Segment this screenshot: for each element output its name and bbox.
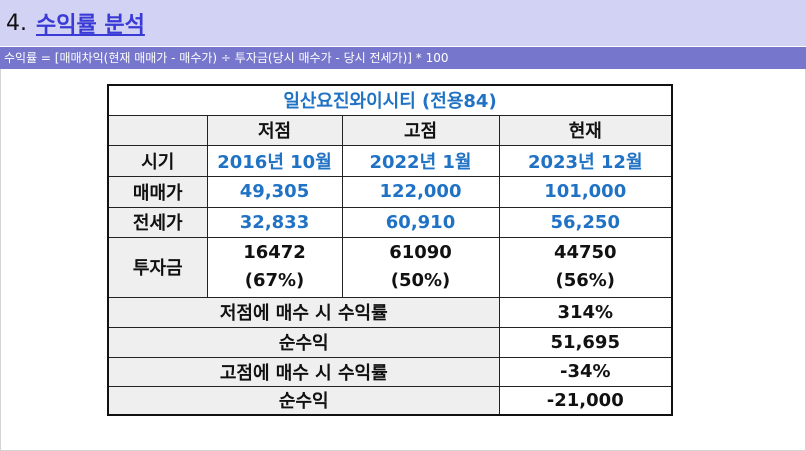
table-row-investment: 투자금 16472 (67%) 61090 (50%) 44750 (56%) xyxy=(108,237,672,297)
investment-ratio: (67%) xyxy=(208,267,342,295)
formula-bar: 수익률 = [매매차익(현재 매매가 - 매수가) ÷ 투자금(당시 매수가 -… xyxy=(0,47,806,69)
header-corner-cell xyxy=(108,115,207,145)
cell-low-lease-price: 32,833 xyxy=(207,207,342,237)
summary-value: 314% xyxy=(499,297,672,327)
table-title: 일산요진와이시티 (전용84) xyxy=(108,85,672,115)
investment-amount: 61090 xyxy=(343,239,499,267)
cell-high-lease-price: 60,910 xyxy=(342,207,499,237)
cell-current-sale-price: 101,000 xyxy=(499,176,672,207)
table-header-row: 저점 고점 현재 xyxy=(108,115,672,145)
table-title-row: 일산요진와이시티 (전용84) xyxy=(108,85,672,115)
summary-row-high-profit: 순수익 -21,000 xyxy=(108,386,672,415)
cell-high-period: 2022년 1월 xyxy=(342,145,499,176)
header-high: 고점 xyxy=(342,115,499,145)
summary-row-high-return: 고점에 매수 시 수익률 -34% xyxy=(108,357,672,386)
cell-high-sale-price: 122,000 xyxy=(342,176,499,207)
cell-current-lease-price: 56,250 xyxy=(499,207,672,237)
table-row-lease-price: 전세가 32,833 60,910 56,250 xyxy=(108,207,672,237)
summary-row-low-profit: 순수익 51,695 xyxy=(108,327,672,357)
investment-amount: 44750 xyxy=(500,239,672,267)
summary-label: 순수익 xyxy=(108,327,499,357)
section-header: 4. 수익률 분석 xyxy=(0,0,806,46)
row-label-investment: 투자금 xyxy=(108,237,207,297)
summary-label: 저점에 매수 시 수익률 xyxy=(108,297,499,327)
content-area: 일산요진와이시티 (전용84) 저점 고점 현재 시기 2016년 10월 20… xyxy=(0,69,806,451)
section-title-link[interactable]: 수익률 분석 xyxy=(36,7,145,39)
summary-label: 순수익 xyxy=(108,386,499,415)
row-label-sale-price: 매매가 xyxy=(108,176,207,207)
investment-amount: 16472 xyxy=(208,239,342,267)
formula-text: 수익률 = [매매차익(현재 매매가 - 매수가) ÷ 투자금(당시 매수가 -… xyxy=(4,51,448,65)
investment-ratio: (50%) xyxy=(343,267,499,295)
cell-low-period: 2016년 10월 xyxy=(207,145,342,176)
section-number: 4. xyxy=(6,11,27,36)
row-label-period: 시기 xyxy=(108,145,207,176)
summary-value: 51,695 xyxy=(499,327,672,357)
returns-table: 일산요진와이시티 (전용84) 저점 고점 현재 시기 2016년 10월 20… xyxy=(107,84,673,416)
cell-low-sale-price: 49,305 xyxy=(207,176,342,207)
cell-current-investment: 44750 (56%) xyxy=(499,237,672,297)
summary-row-low-return: 저점에 매수 시 수익률 314% xyxy=(108,297,672,327)
cell-low-investment: 16472 (67%) xyxy=(207,237,342,297)
table-row-period: 시기 2016년 10월 2022년 1월 2023년 12월 xyxy=(108,145,672,176)
row-label-lease-price: 전세가 xyxy=(108,207,207,237)
cell-high-investment: 61090 (50%) xyxy=(342,237,499,297)
summary-value: -21,000 xyxy=(499,386,672,415)
header-current: 현재 xyxy=(499,115,672,145)
table-row-sale-price: 매매가 49,305 122,000 101,000 xyxy=(108,176,672,207)
cell-current-period: 2023년 12월 xyxy=(499,145,672,176)
investment-ratio: (56%) xyxy=(500,267,672,295)
summary-value: -34% xyxy=(499,357,672,386)
header-low: 저점 xyxy=(207,115,342,145)
summary-label: 고점에 매수 시 수익률 xyxy=(108,357,499,386)
